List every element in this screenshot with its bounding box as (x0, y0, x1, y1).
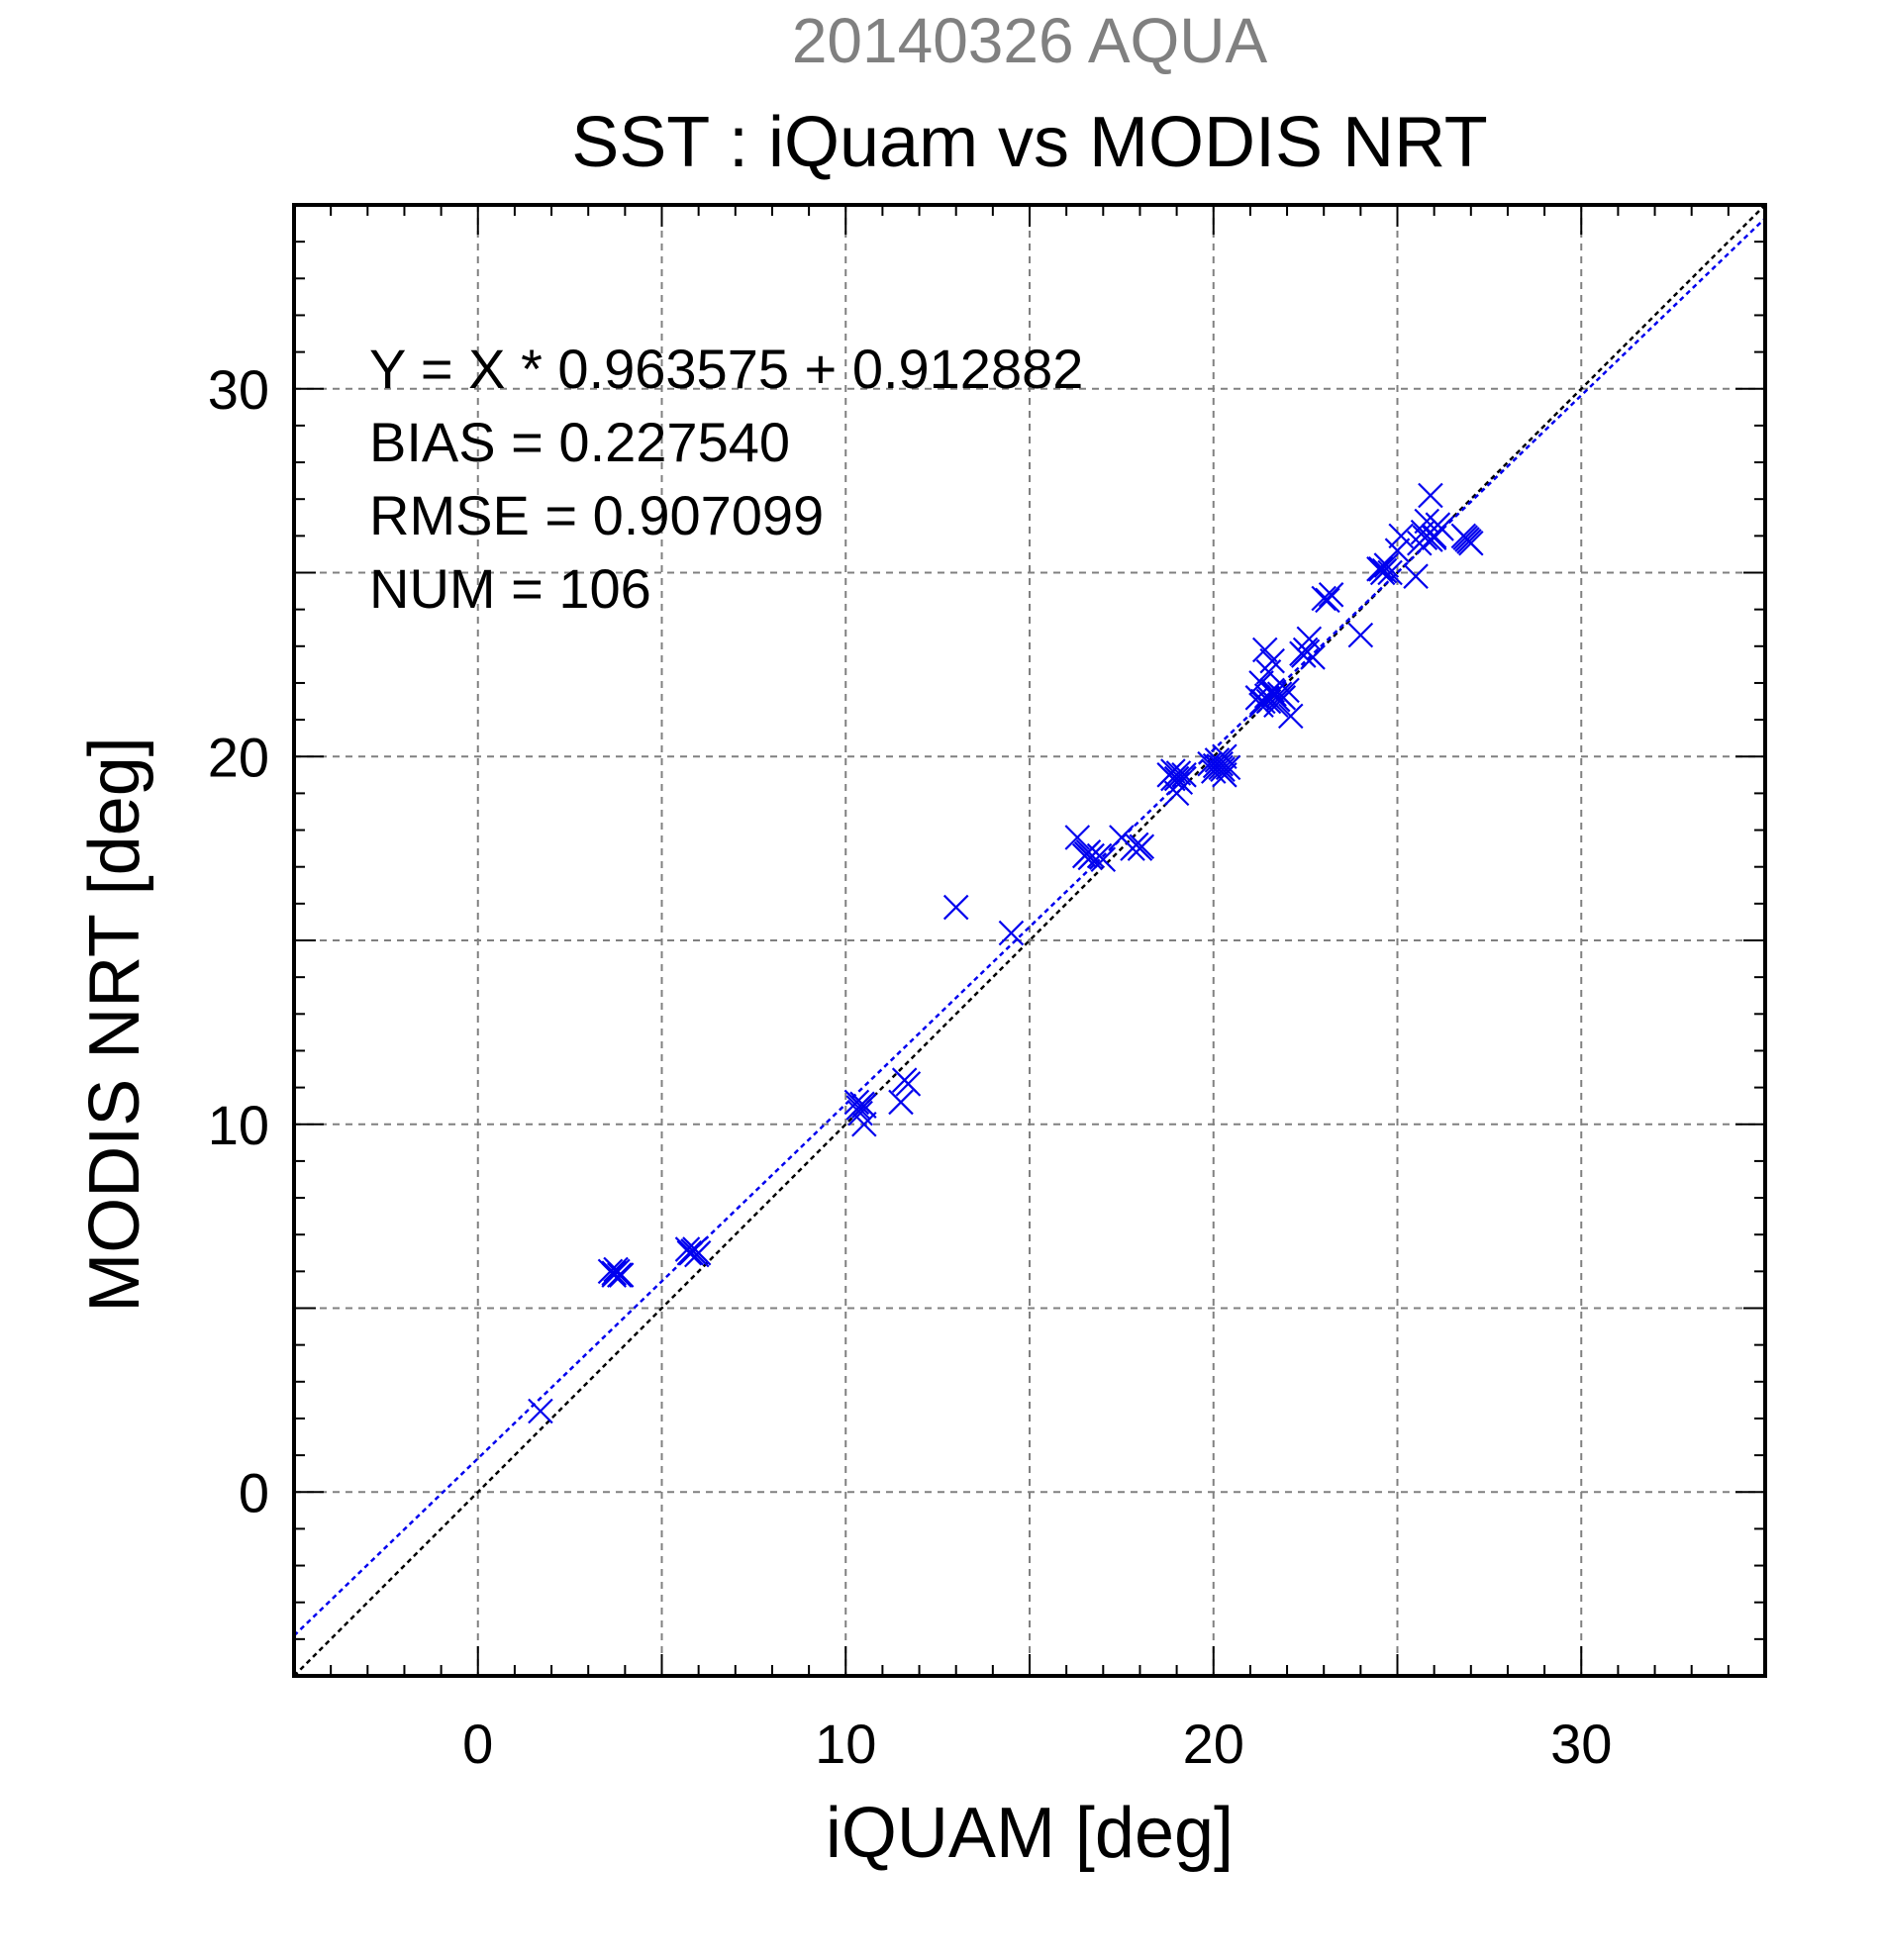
stat-rmse: RMSE = 0.907099 (369, 484, 824, 546)
data-point (528, 1398, 553, 1424)
data-point (1315, 587, 1340, 614)
data-point (601, 1260, 627, 1286)
x-tick-label: 20 (1183, 1713, 1244, 1775)
data-point (1368, 556, 1394, 582)
data-point (888, 1089, 914, 1116)
data-point (684, 1241, 710, 1268)
x-tick-label: 0 (462, 1713, 493, 1775)
data-point (1347, 622, 1374, 648)
x-axis-label: iQUAM [deg] (826, 1794, 1234, 1873)
data-point (1202, 752, 1229, 779)
axes: 0 10 20 30 0 10 20 30 (208, 203, 1767, 1775)
data-point (1456, 529, 1482, 554)
data-point (1421, 525, 1447, 550)
data-point (1290, 642, 1317, 668)
y-tick-label: 0 (239, 1461, 269, 1523)
data-point (1251, 637, 1278, 663)
data-point (1373, 552, 1400, 578)
data-point (998, 920, 1025, 946)
data-point (1318, 582, 1344, 608)
data-point (1210, 756, 1236, 783)
data-point (1311, 585, 1336, 612)
data-point (1129, 833, 1155, 860)
data-point (1418, 482, 1443, 509)
y-axis-label: MODIS NRT [deg] (75, 736, 154, 1313)
data-point (1165, 760, 1192, 786)
data-point (1077, 844, 1104, 871)
stat-bias: BIAS = 0.227540 (369, 411, 790, 473)
data-point (1261, 681, 1287, 707)
data-point (849, 1091, 875, 1118)
data-point (1388, 523, 1414, 549)
data-point (1171, 762, 1197, 788)
grid-lines (294, 205, 1765, 1676)
data-points (528, 482, 1484, 1424)
regression-line (294, 217, 1765, 1637)
data-point (676, 1240, 703, 1266)
x-tick-label: 10 (815, 1713, 876, 1775)
data-point (1250, 688, 1276, 715)
stat-equation: Y = X * 0.963575 + 0.912882 (369, 338, 1083, 400)
y-tick-label: 30 (208, 358, 269, 421)
data-point (1371, 557, 1398, 584)
x-tick-label: 30 (1550, 1713, 1612, 1775)
stat-num: NUM = 106 (369, 557, 651, 620)
data-point (1208, 750, 1234, 777)
data-point (1403, 563, 1429, 589)
data-point (1384, 538, 1411, 563)
data-point (1277, 703, 1304, 730)
data-point (603, 1256, 629, 1283)
data-point (942, 894, 969, 921)
data-point (607, 1262, 633, 1288)
data-point (1163, 765, 1190, 792)
data-point (851, 1111, 877, 1137)
data-point (1259, 647, 1285, 674)
date-title: 20140326 AQUA (792, 5, 1268, 76)
data-point (895, 1071, 922, 1097)
reference-lines (294, 205, 1765, 1676)
y-tick-label: 20 (208, 726, 269, 788)
data-point (1064, 825, 1091, 850)
data-point (1412, 525, 1438, 550)
data-point (1377, 559, 1403, 586)
chart-title: SST : iQuam vs MODIS NRT (571, 103, 1488, 182)
y-tick-label: 10 (208, 1094, 269, 1156)
